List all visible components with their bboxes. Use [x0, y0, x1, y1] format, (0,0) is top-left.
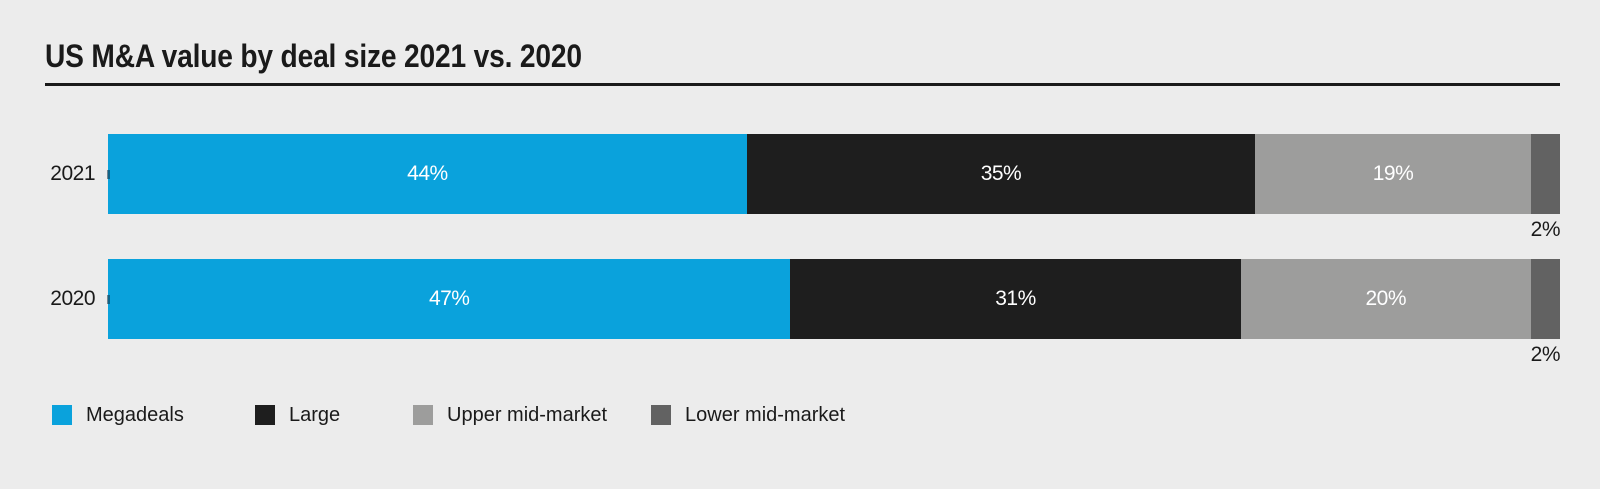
segment-value-label: 35% — [980, 162, 1022, 185]
segment-upper-mid-market: 19% — [1255, 134, 1531, 214]
category-label-2020: 2020 — [50, 287, 95, 310]
bar-row-2020: 2020 47% 31% 20% 2% — [0, 259, 1600, 366]
segment-value-label-outside: 2% — [1530, 218, 1561, 241]
segment-upper-mid-market: 20% — [1240, 259, 1531, 339]
segment-large: 31% — [790, 259, 1241, 339]
stacked-bar-2020: 47% 31% 20% — [107, 259, 1560, 339]
legend-swatch-lower-mid-market — [651, 405, 671, 425]
category-label-2021: 2021 — [50, 162, 95, 185]
legend-label-megadeals: Megadeals — [86, 403, 184, 426]
legend: Megadeals Large Upper mid-market Lower mid-… — [0, 404, 1600, 426]
segment-lower-mid-market — [1530, 259, 1560, 339]
segment-megadeals: 47% — [108, 259, 791, 339]
legend-item-megadeals: Megadeals — [52, 404, 184, 426]
axis-tick — [107, 170, 110, 179]
bar-row-2021: 2021 44% 35% 19% 2% — [0, 134, 1600, 241]
legend-swatch-upper-mid-market — [413, 405, 433, 425]
segment-megadeals: 44% — [108, 134, 747, 214]
legend-label-upper-mid-market: Upper mid-market — [447, 403, 608, 426]
legend-label-large: Large — [289, 403, 341, 426]
stacked-bar-2021: 44% 35% 19% — [107, 134, 1560, 214]
axis-tick — [107, 295, 110, 304]
segment-value-label: 19% — [1372, 162, 1414, 185]
segment-lower-mid-market — [1530, 134, 1560, 214]
legend-item-lower-mid-market: Lower mid-market — [651, 404, 845, 426]
chart-title: US M&A value by deal size 2021 vs. 2020 — [45, 38, 582, 74]
segment-value-label: 31% — [995, 287, 1036, 310]
segment-large: 35% — [746, 134, 1256, 214]
segment-value-label: 20% — [1365, 287, 1406, 310]
legend-swatch-megadeals — [52, 405, 72, 425]
segment-value-label: 47% — [428, 287, 470, 310]
legend-item-large: Large — [255, 404, 340, 426]
title-underline — [45, 83, 1560, 86]
legend-item-upper-mid-market: Upper mid-market — [413, 404, 607, 426]
legend-label-lower-mid-market: Lower mid-market — [685, 403, 846, 426]
segment-value-label-outside: 2% — [1530, 343, 1561, 366]
legend-swatch-large — [255, 405, 275, 425]
segment-value-label: 44% — [407, 162, 448, 185]
